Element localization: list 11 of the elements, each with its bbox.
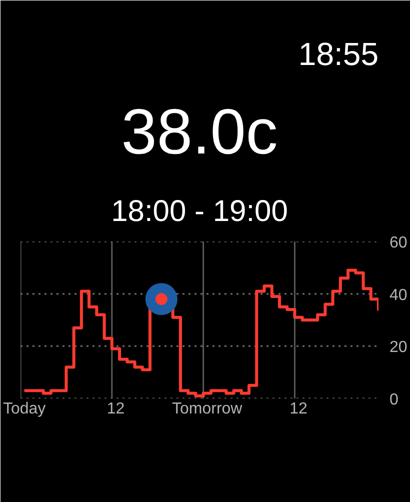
x-tick-label: 12 — [290, 400, 308, 418]
x-tick-label: Today — [2, 400, 46, 418]
chart-subtitle: 18:00 - 19:00 — [111, 195, 288, 228]
y-tick-label: 40 — [390, 286, 408, 304]
x-tick-label: 12 — [106, 400, 125, 418]
y-tick-label: 20 — [390, 339, 408, 356]
x-tick-label: Tomorrow — [172, 400, 243, 418]
chart-title: 38.0c — [121, 96, 278, 168]
y-tick-label: 60 — [390, 234, 408, 252]
y-tick-label: 0 — [390, 392, 398, 408]
text: 18:55 — [298, 36, 378, 72]
